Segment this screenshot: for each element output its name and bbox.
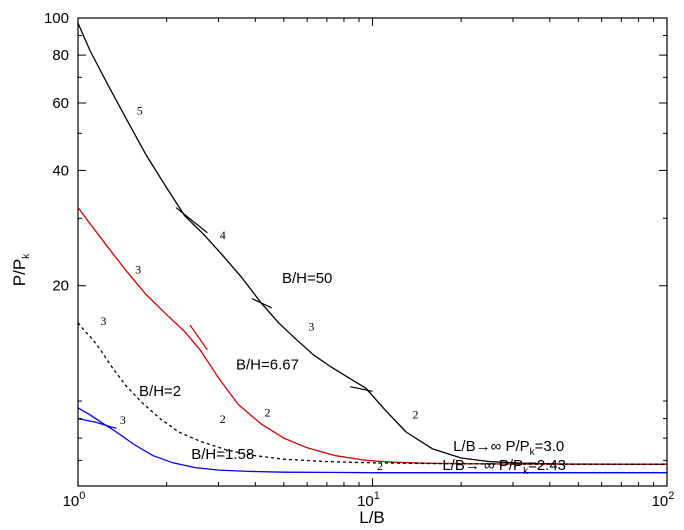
y-tick-label: 60 [52,95,69,112]
mode-number-label: 4 [220,228,226,242]
series-line-1 [77,207,667,465]
mode-transition-mark [189,324,208,351]
curve-annotation: L/B→ ∞ P/Pk=2.43 [442,457,566,477]
annotation-sub: k [523,466,529,477]
x-tick-label: 101 [357,490,380,510]
annotation-value: =3.0 [535,438,565,455]
mode-number-label: 2 [220,412,226,426]
mode-number-label: 3 [135,263,141,277]
series-line-4 [77,417,117,429]
mode-transition-mark [175,207,208,234]
mode-number-label: 2 [377,459,383,473]
y-tick-label: 40 [52,162,69,179]
series-layer [77,22,667,474]
annotation-text: L/B→∞ P/P [453,438,530,455]
curve-annotation: B/H=6.67 [236,356,299,373]
series-line-0 [77,22,667,465]
x-tick-label: 100 [63,490,86,510]
x-tick-exp: 0 [79,490,85,502]
x-tick-exp: 1 [374,490,380,502]
curve-annotation: B/H=2 [139,383,181,400]
mode-number-label: 2 [264,406,270,420]
series-line-2 [77,322,667,465]
y-axis-title: P/Pk [10,253,32,286]
transition-marks [175,207,373,392]
annotations-layer: 5 4 3 2 3 2 3 2 3 2 B/H=50 B/H=6.67 B/H=2 B/H=1.58 L/B… [100,103,566,477]
curve-annotation: L/B→∞ P/Pk=3.0 [453,438,564,458]
x-tick-exp: 2 [668,490,674,502]
curve-annotation: B/H=1.58 [191,446,254,463]
series-line-3 [77,407,667,474]
annotation-sub: k [530,447,536,458]
mode-number-label: 3 [120,413,126,427]
x-tick-label: 102 [652,490,675,510]
mode-number-label: 5 [137,103,143,117]
y-tick-label: 100 [44,10,69,27]
plot-frame [77,17,668,487]
x-tick-base: 10 [63,493,80,510]
annotation-text: B/H=50 [282,270,332,287]
x-axis-title: L/B [359,508,385,527]
annotation-text: B/H=1.58 [191,446,254,463]
mode-number-label: 2 [413,408,419,422]
curve-annotation: B/H=50 [282,270,332,287]
y-axis-title-sub: k [21,253,32,259]
mode-number-label: 3 [308,319,314,333]
annotation-text: B/H=2 [139,383,181,400]
y-axis-title-main: P/P [10,259,29,286]
x-tick-base: 10 [357,493,374,510]
y-tick-label: 20 [52,278,69,295]
annotation-value: =2.43 [528,457,566,474]
y-tick-label: 80 [52,47,69,64]
mode-number-label: 3 [100,314,106,328]
annotation-text: B/H=6.67 [236,356,299,373]
annotation-text: L/B→ ∞ P/P [442,457,523,474]
mode-transition-mark [350,386,373,392]
mode-transition-mark [251,298,273,309]
x-tick-base: 10 [652,493,669,510]
